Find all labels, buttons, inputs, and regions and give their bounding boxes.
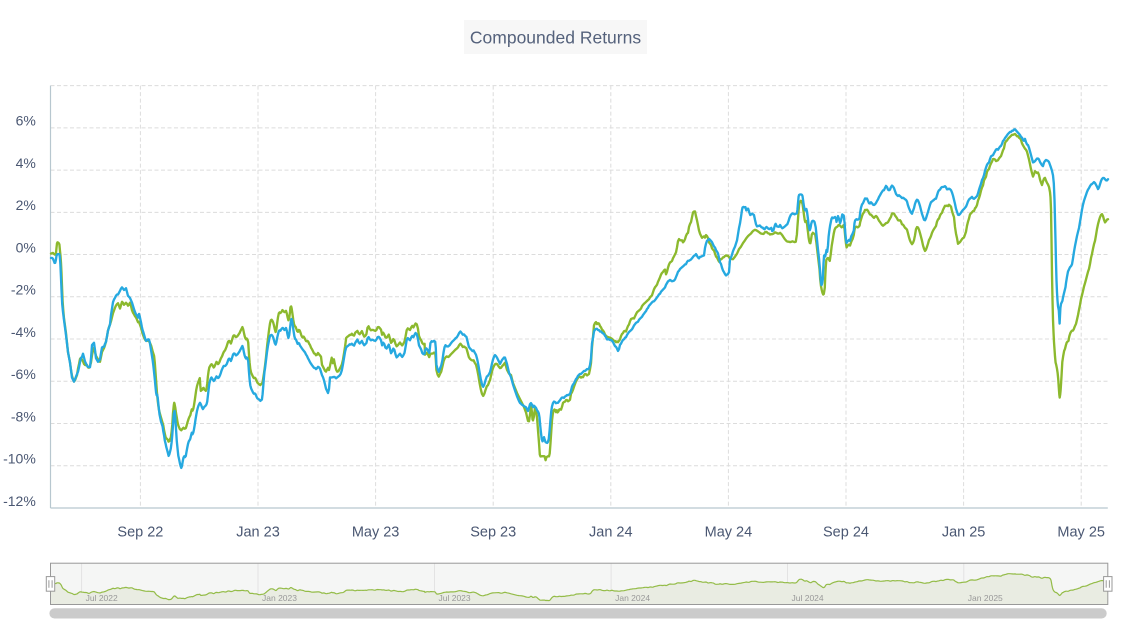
svg-text:Jan 24: Jan 24 — [589, 525, 633, 541]
svg-text:-10%: -10% — [3, 451, 36, 467]
svg-text:-2%: -2% — [11, 282, 36, 298]
svg-text:Sep 23: Sep 23 — [470, 525, 516, 541]
svg-text:May 23: May 23 — [352, 525, 400, 541]
svg-text:Jul 2024: Jul 2024 — [792, 593, 824, 603]
svg-text:-6%: -6% — [11, 366, 36, 382]
svg-text:Jan 23: Jan 23 — [236, 525, 280, 541]
svg-text:0%: 0% — [16, 239, 36, 255]
svg-text:May 25: May 25 — [1057, 525, 1105, 541]
svg-text:-8%: -8% — [11, 408, 36, 424]
svg-text:Jul 2023: Jul 2023 — [439, 593, 471, 603]
svg-text:4%: 4% — [16, 155, 36, 171]
svg-text:2%: 2% — [16, 197, 36, 213]
svg-text:6%: 6% — [16, 113, 36, 129]
svg-text:-12%: -12% — [3, 493, 36, 509]
svg-text:Jul 2022: Jul 2022 — [86, 593, 118, 603]
svg-text:Sep 22: Sep 22 — [117, 525, 163, 541]
svg-text:Jan 25: Jan 25 — [942, 525, 986, 541]
svg-text:May 24: May 24 — [705, 525, 753, 541]
svg-text:Jan 2023: Jan 2023 — [262, 593, 297, 603]
svg-text:Jan 2024: Jan 2024 — [615, 593, 650, 603]
svg-text:Compounded Returns: Compounded Returns — [470, 28, 641, 48]
svg-text:Jan 2025: Jan 2025 — [968, 593, 1003, 603]
svg-text:Sep 24: Sep 24 — [823, 525, 869, 541]
svg-text:-4%: -4% — [11, 324, 36, 340]
